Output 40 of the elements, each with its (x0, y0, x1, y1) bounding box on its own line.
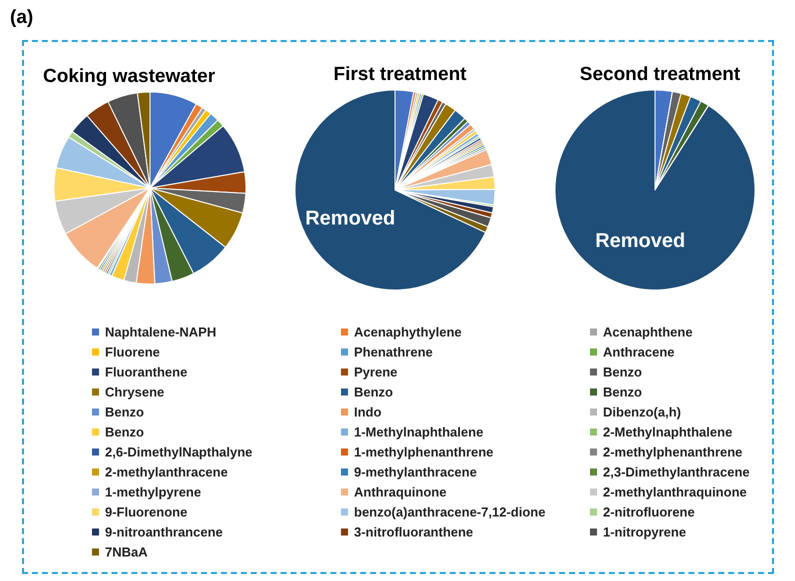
legend-label: Benzo (105, 424, 144, 440)
legend-label: Indo (354, 404, 382, 420)
chart-title: First treatment (333, 64, 468, 85)
legend-label: 1-nitropyrene (603, 524, 686, 540)
legend-label: Acenaphthene (603, 324, 693, 340)
legend-label: 7NBaA (105, 544, 148, 560)
legend-label: 2,3-Dimethylanthracene (603, 464, 750, 480)
slice-label: Removed (305, 207, 396, 230)
legend-label: benzo(a)anthracene-7,12-dione (354, 504, 546, 520)
legend-label: Benzo (354, 384, 394, 400)
legend-label: Chrysene (105, 384, 164, 400)
legend-label: 2-methylphenanthrene (603, 444, 742, 460)
legend-label: Benzo (105, 404, 144, 420)
legend-label: 2-nitrofluorene (603, 504, 695, 520)
legend-label: Pyrene (354, 364, 398, 380)
legend-label: Phenathrene (354, 344, 433, 360)
legend-label: Benzo (603, 384, 642, 400)
legend-label: 2-Methylnaphthalene (603, 424, 732, 440)
legend-label: Dibenzo(a,h) (603, 404, 681, 420)
slice-label: Removed (595, 230, 686, 252)
legend-label: Fluorene (105, 344, 160, 360)
legend-label: 2-methylanthracene (105, 464, 228, 480)
legend-label: 9-nitroanthrancene (105, 524, 223, 540)
legend-label: 3-nitrofluoranthene (354, 524, 474, 540)
legend-label: Anthracene (603, 344, 675, 360)
legend-label: 2-methylanthraquinone (603, 484, 747, 500)
legend-label: Benzo (603, 364, 642, 380)
text: (a) (10, 7, 34, 28)
chart-title: Second treatment (580, 64, 741, 85)
legend-label: 9-Fluorenone (105, 504, 188, 520)
chart-title: Coking wastewater (43, 66, 216, 87)
legend-label: 2,6-DimethylNapthalyne (105, 444, 252, 460)
legend-label: Fluoranthene (105, 364, 188, 380)
legend-label: 1-methylpyrene (105, 484, 202, 500)
legend-label: Anthraquinone (354, 484, 446, 500)
legend-label: 1-methylphenanthrene (354, 444, 494, 460)
legend-label: Acenaphythylene (354, 324, 462, 340)
legend-label: 1-Methylnaphthalene (354, 424, 484, 440)
legend-label: Naphtalene-NAPH (105, 324, 216, 340)
legend-label: 9-methylanthracene (354, 464, 477, 480)
